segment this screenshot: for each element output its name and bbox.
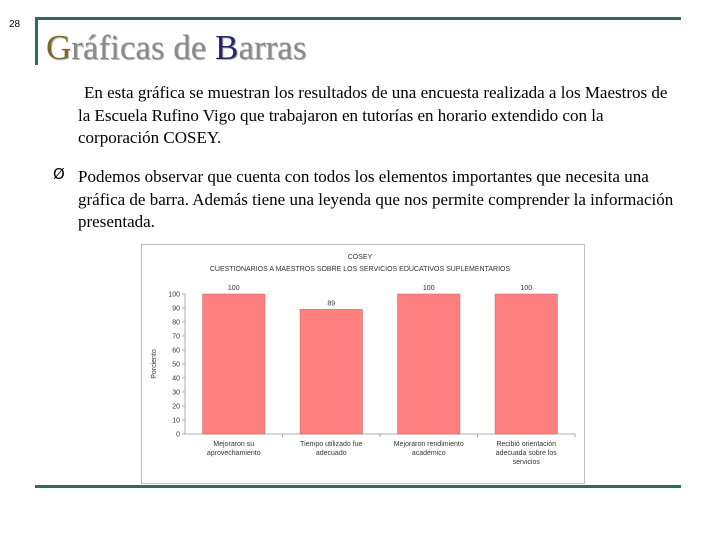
x-tick-label: Recibió orientación [496,441,556,448]
y-tick-label: 90 [172,306,180,313]
chart-title: COSEY [348,254,373,261]
x-tick-label: servicios [513,459,541,466]
title-initial-b: B [215,28,239,67]
y-tick-label: 20 [172,404,180,411]
x-tick-label: Mejoraron su [213,441,254,448]
frame-left-line [35,17,38,65]
bar-data-label: 100 [423,285,435,292]
bar [299,309,363,435]
y-tick-label: 80 [172,320,180,327]
bar-chart-svg: COSEY CUESTIONARIOS A MAESTROS SOBRE LOS … [151,254,576,466]
y-tick-label: 70 [172,334,180,341]
intro-paragraph: En esta gráfica se muestran los resultad… [78,82,683,150]
y-tick-label: 60 [172,348,180,355]
bar [494,293,558,435]
slide-title: Gráficas de Barras [46,28,306,68]
frame-top-line [35,17,681,20]
x-tick-label: Mejoraron rendimiento [394,441,464,448]
x-tick-label: Tiempo utilizado fue [300,441,362,448]
y-tick-label: 100 [168,292,180,299]
title-part-2: arras [238,28,307,67]
x-tick-label: aprovechamiento [207,450,261,457]
intro-paragraph-text: En esta gráfica se muestran los resultad… [78,83,668,147]
x-tick-label: adecuado [316,450,347,457]
x-tick-label: adecuada sobre los [496,450,558,457]
title-part-1: ráficas de [71,28,216,67]
bullet-arrow-icon: Ø [53,165,65,183]
y-axis-label: Porciento [151,349,158,379]
y-tick-label: 40 [172,376,180,383]
title-initial-g: G [46,28,72,67]
bullet-text: Podemos observar que cuenta con todos lo… [78,167,674,231]
x-tick-label: académico [412,450,446,457]
y-tick-label: 50 [172,362,180,369]
bar-data-label: 89 [327,300,335,307]
bar-data-label: 100 [520,285,532,292]
chart-subtitle: CUESTIONARIOS A MAESTROS SOBRE LOS SERVI… [210,266,511,273]
y-tick-label: 30 [172,390,180,397]
y-tick-label: 10 [172,418,180,425]
bar-chart: COSEY CUESTIONARIOS A MAESTROS SOBRE LOS … [141,244,585,484]
bar [397,293,461,435]
frame-bottom-line [35,485,681,488]
bar-data-label: 100 [228,285,240,292]
bar [202,293,266,435]
y-tick-label: 0 [176,432,180,439]
page-number: 28 [9,19,21,30]
